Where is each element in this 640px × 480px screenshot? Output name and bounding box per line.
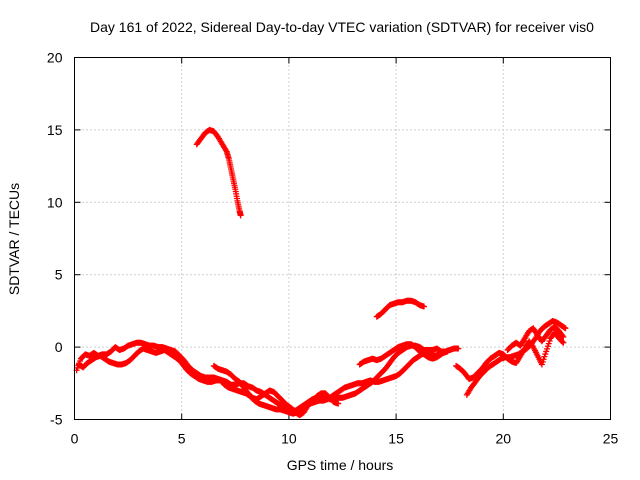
data-point (560, 339, 567, 346)
series-arc-3 (73, 339, 462, 414)
x-tick-label: 20 (496, 431, 512, 447)
series-arc-4 (75, 345, 451, 417)
x-tick-label: 5 (178, 431, 186, 447)
plot-frame (74, 57, 611, 420)
x-tick-labels: 0 5 10 15 20 25 (71, 431, 619, 447)
data-point (455, 345, 462, 352)
data-point (562, 325, 569, 332)
data-point (420, 303, 427, 310)
y-tick-labels: -5 0 5 10 15 20 (47, 50, 63, 428)
data-point (442, 348, 449, 355)
data-points (73, 126, 569, 419)
series-arc-8 (453, 329, 567, 382)
x-tick-label: 15 (388, 431, 404, 447)
axis-ticks (74, 57, 611, 420)
y-axis-label: SDTVAR / TECUs (6, 183, 22, 295)
data-point (237, 212, 244, 219)
data-point (335, 400, 342, 407)
x-tick-label: 25 (603, 431, 619, 447)
chart-title: Day 161 of 2022, Sidereal Day-to-day VTE… (90, 19, 594, 35)
y-tick-label: 20 (47, 50, 63, 66)
x-tick-label: 10 (281, 431, 297, 447)
y-tick-label: 10 (47, 194, 63, 210)
series-arc-6 (356, 341, 449, 368)
data-point-fill (559, 338, 566, 345)
series-arc-2 (373, 297, 427, 320)
data-point (560, 333, 567, 340)
y-tick-label: 15 (47, 122, 63, 138)
y-tick-label: -5 (50, 412, 63, 428)
series-arc-9 (504, 323, 567, 353)
x-tick-label: 0 (71, 431, 79, 447)
series-arc-1 (193, 126, 244, 219)
grid-lines (74, 57, 611, 420)
y-tick-label: 0 (55, 339, 63, 355)
y-tick-label: 5 (55, 267, 63, 283)
series-arc-5 (210, 362, 342, 419)
data-point-fill (559, 332, 566, 339)
x-axis-label: GPS time / hours (287, 457, 394, 473)
